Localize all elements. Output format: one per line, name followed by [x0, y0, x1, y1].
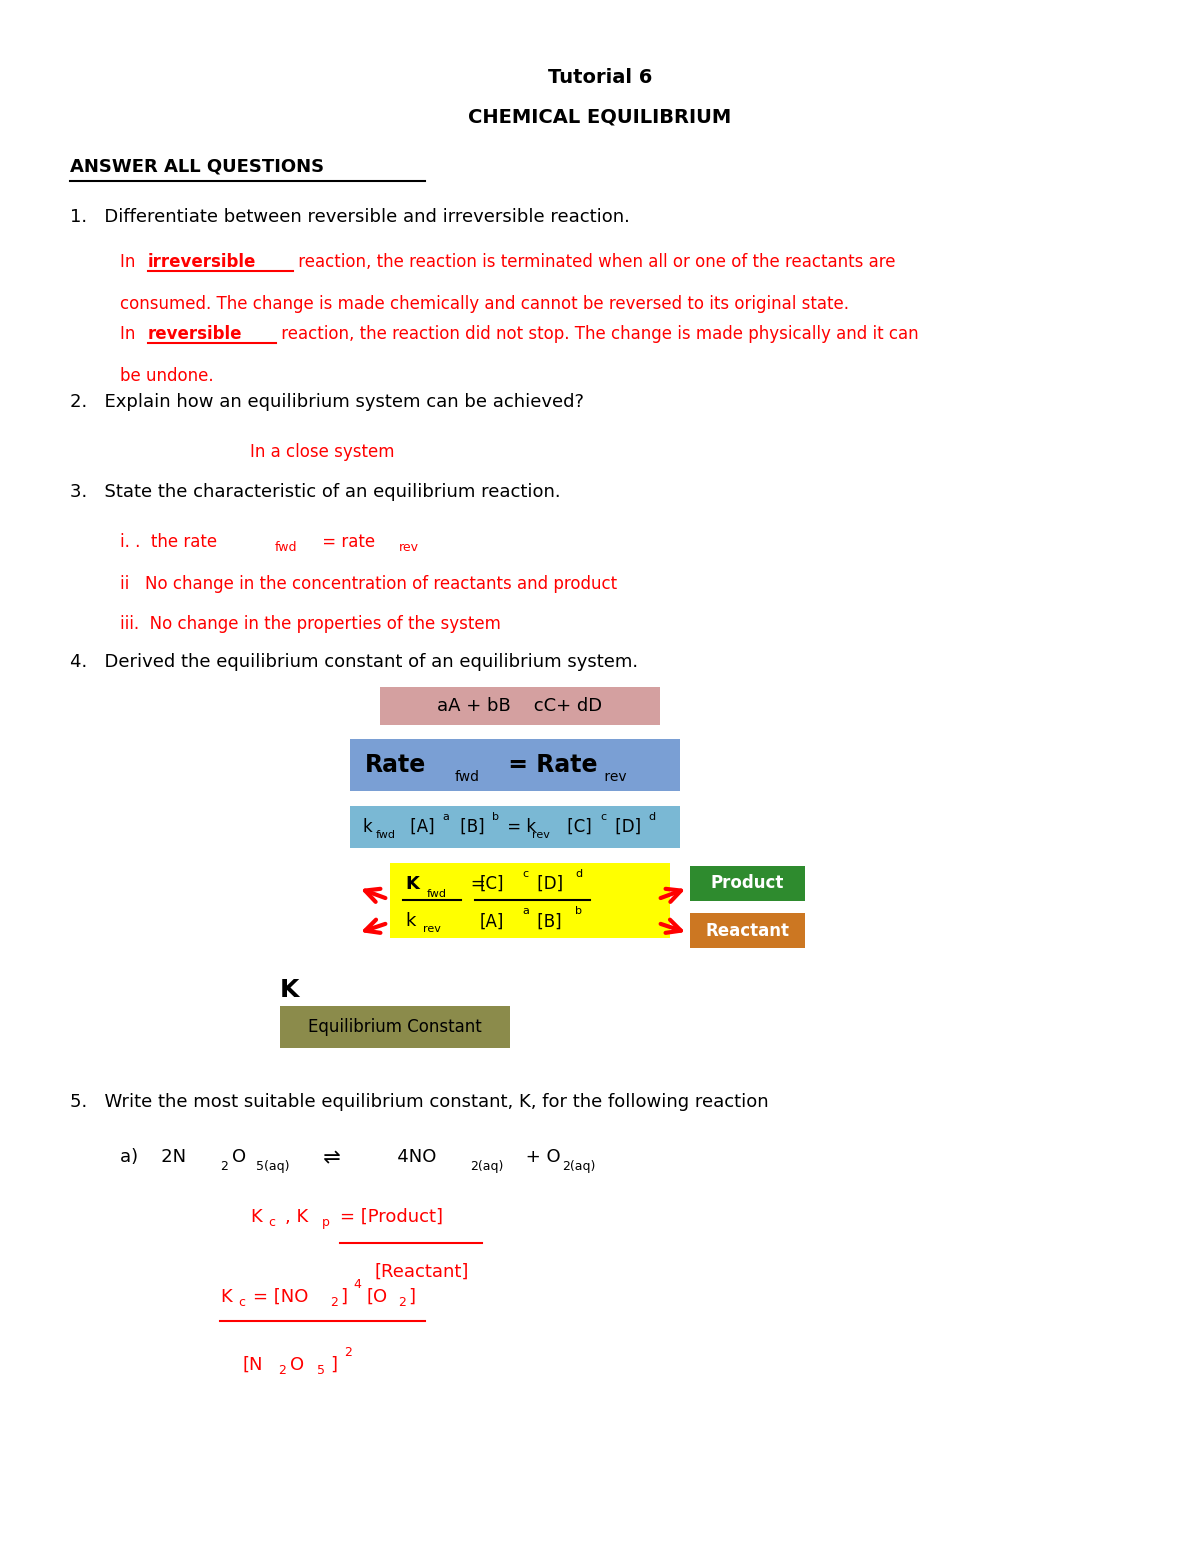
Text: fwd: fwd — [275, 540, 298, 554]
Text: k: k — [406, 913, 415, 930]
Text: In: In — [120, 253, 140, 272]
Text: 4: 4 — [353, 1278, 361, 1291]
Text: ]: ] — [330, 1356, 337, 1374]
Text: 3.   State the characteristic of an equilibrium reaction.: 3. State the characteristic of an equili… — [70, 483, 560, 502]
Text: aA + bB    cC+ dD: aA + bB cC+ dD — [438, 697, 602, 714]
Text: 2(aq): 2(aq) — [470, 1160, 503, 1173]
Text: 1.   Differentiate between reversible and irreversible reaction.: 1. Differentiate between reversible and … — [70, 208, 630, 227]
Text: fwd: fwd — [376, 829, 396, 840]
Text: a)    2N: a) 2N — [120, 1148, 186, 1166]
Text: 5(aq): 5(aq) — [256, 1160, 289, 1173]
Text: Reactant: Reactant — [706, 921, 790, 940]
Text: = rate: = rate — [317, 533, 376, 551]
Text: [A]: [A] — [480, 913, 504, 930]
Text: d: d — [575, 870, 582, 879]
Text: consumed. The change is made chemically and cannot be reversed to its original s: consumed. The change is made chemically … — [120, 295, 850, 314]
Text: 4.   Derived the equilibrium constant of an equilibrium system.: 4. Derived the equilibrium constant of a… — [70, 652, 638, 671]
Text: rev: rev — [532, 829, 550, 840]
Text: be undone.: be undone. — [120, 367, 214, 385]
FancyBboxPatch shape — [690, 867, 805, 901]
Text: 5.   Write the most suitable equilibrium constant, K, for the following reaction: 5. Write the most suitable equilibrium c… — [70, 1093, 769, 1110]
FancyBboxPatch shape — [350, 806, 680, 848]
Text: ANSWER ALL QUESTIONS: ANSWER ALL QUESTIONS — [70, 158, 324, 175]
Text: a: a — [442, 812, 449, 822]
Text: = [NO: = [NO — [253, 1287, 308, 1306]
Text: Product: Product — [710, 874, 784, 893]
Text: b: b — [575, 907, 582, 916]
Text: K: K — [250, 1208, 262, 1225]
FancyBboxPatch shape — [380, 686, 660, 725]
Text: fwd: fwd — [427, 888, 446, 899]
FancyBboxPatch shape — [350, 739, 680, 790]
Text: O: O — [232, 1148, 246, 1166]
Text: 2: 2 — [344, 1346, 352, 1359]
Text: ]: ] — [340, 1287, 347, 1306]
Text: fwd: fwd — [455, 770, 480, 784]
Text: [Reactant]: [Reactant] — [374, 1263, 469, 1281]
Text: [A]: [A] — [406, 818, 434, 836]
Text: 2: 2 — [330, 1297, 338, 1309]
Text: 2(aq): 2(aq) — [562, 1160, 595, 1173]
Text: iii.  No change in the properties of the system: iii. No change in the properties of the … — [120, 615, 500, 634]
Text: b: b — [492, 812, 499, 822]
Text: Rate: Rate — [365, 753, 426, 776]
Text: c: c — [522, 870, 528, 879]
Text: =: = — [464, 874, 486, 893]
Text: K: K — [220, 1287, 232, 1306]
Text: 2: 2 — [398, 1297, 406, 1309]
FancyBboxPatch shape — [690, 913, 805, 947]
Text: p: p — [322, 1216, 330, 1228]
Text: a: a — [522, 907, 529, 916]
Text: 2.   Explain how an equilibrium system can be achieved?: 2. Explain how an equilibrium system can… — [70, 393, 584, 412]
Text: = [Product]: = [Product] — [340, 1208, 443, 1225]
Text: , K: , K — [286, 1208, 308, 1225]
Text: [N: [N — [242, 1356, 263, 1374]
Text: [D]: [D] — [532, 874, 563, 893]
Text: rev: rev — [398, 540, 419, 554]
Text: = k: = k — [502, 818, 536, 836]
Text: 2: 2 — [278, 1364, 286, 1378]
Text: d: d — [648, 812, 655, 822]
Text: [B]: [B] — [532, 913, 562, 930]
Text: rev: rev — [600, 770, 626, 784]
Text: K: K — [280, 978, 299, 1002]
Text: CHEMICAL EQUILIBRIUM: CHEMICAL EQUILIBRIUM — [468, 109, 732, 127]
FancyBboxPatch shape — [280, 1006, 510, 1048]
Text: ii   No change in the concentration of reactants and product: ii No change in the concentration of rea… — [120, 575, 617, 593]
Text: i. .  the rate: i. . the rate — [120, 533, 217, 551]
Text: ⇌: ⇌ — [310, 1148, 341, 1168]
Text: [O: [O — [366, 1287, 388, 1306]
Text: + O: + O — [520, 1148, 560, 1166]
Text: 5: 5 — [317, 1364, 325, 1378]
Text: = Rate: = Rate — [500, 753, 598, 776]
Text: c: c — [268, 1216, 275, 1228]
Text: reaction, the reaction is terminated when all or one of the reactants are: reaction, the reaction is terminated whe… — [293, 253, 895, 272]
Text: [D]: [D] — [610, 818, 641, 836]
Text: Tutorial 6: Tutorial 6 — [548, 68, 652, 87]
Text: 2: 2 — [220, 1160, 228, 1173]
Text: Equilibrium Constant: Equilibrium Constant — [308, 1019, 482, 1036]
Text: reversible: reversible — [148, 325, 242, 343]
Text: In a close system: In a close system — [250, 443, 395, 461]
Text: K: K — [406, 874, 419, 893]
Text: ]: ] — [408, 1287, 415, 1306]
Text: k: k — [362, 818, 372, 836]
Text: O: O — [290, 1356, 304, 1374]
Text: [C]: [C] — [562, 818, 592, 836]
Text: c: c — [238, 1297, 245, 1309]
Text: reaction, the reaction did not stop. The change is made physically and it can: reaction, the reaction did not stop. The… — [276, 325, 919, 343]
Text: In: In — [120, 325, 140, 343]
Text: irreversible: irreversible — [148, 253, 257, 272]
Text: [B]: [B] — [455, 818, 485, 836]
Text: rev: rev — [422, 924, 440, 935]
Text: c: c — [600, 812, 606, 822]
Text: [C]: [C] — [480, 874, 504, 893]
FancyBboxPatch shape — [390, 863, 670, 938]
Text: 4NO: 4NO — [380, 1148, 437, 1166]
